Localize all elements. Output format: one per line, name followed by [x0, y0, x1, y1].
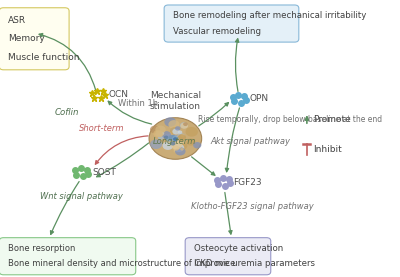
Circle shape	[174, 144, 184, 152]
Circle shape	[162, 142, 173, 150]
Circle shape	[174, 150, 177, 153]
Circle shape	[171, 140, 182, 150]
Text: Osteocyte activation: Osteocyte activation	[194, 244, 283, 253]
Text: Muscle function: Muscle function	[8, 53, 79, 62]
Text: Klotho-FGF23 signal pathway: Klotho-FGF23 signal pathway	[191, 202, 314, 211]
Circle shape	[193, 142, 201, 148]
Circle shape	[180, 148, 184, 151]
Circle shape	[149, 118, 202, 159]
Text: Akt signal pathway: Akt signal pathway	[210, 137, 290, 146]
Circle shape	[168, 135, 176, 141]
Text: Mechanical
stimulation: Mechanical stimulation	[150, 91, 201, 111]
Circle shape	[164, 134, 172, 140]
Text: ASR: ASR	[8, 16, 26, 25]
Circle shape	[166, 138, 174, 144]
Circle shape	[162, 131, 171, 138]
Circle shape	[173, 145, 179, 151]
Text: Coflin: Coflin	[54, 108, 79, 117]
Circle shape	[173, 138, 178, 142]
Text: Vascular remodeling: Vascular remodeling	[172, 27, 260, 36]
Circle shape	[164, 135, 168, 139]
Text: Rise temporally, drop below baseline at the end: Rise temporally, drop below baseline at …	[198, 115, 382, 124]
Text: Bone resorption: Bone resorption	[8, 244, 75, 253]
Circle shape	[169, 131, 176, 136]
Text: FGF23: FGF23	[233, 178, 262, 187]
Circle shape	[150, 139, 162, 149]
Circle shape	[176, 141, 187, 150]
FancyBboxPatch shape	[164, 5, 299, 42]
Text: Bone remodeling after mechanical irritability: Bone remodeling after mechanical irritab…	[172, 11, 366, 20]
Circle shape	[179, 142, 182, 144]
Text: OPN: OPN	[249, 94, 268, 103]
Circle shape	[172, 136, 178, 141]
Circle shape	[183, 122, 188, 126]
Circle shape	[157, 132, 163, 137]
Text: Short-term: Short-term	[79, 124, 124, 133]
Circle shape	[169, 135, 180, 143]
Circle shape	[180, 122, 188, 129]
Circle shape	[161, 132, 164, 135]
Circle shape	[168, 136, 174, 141]
FancyBboxPatch shape	[0, 8, 69, 70]
Circle shape	[170, 127, 180, 135]
Circle shape	[155, 125, 166, 134]
Text: Inhibit: Inhibit	[313, 145, 342, 154]
Circle shape	[173, 137, 178, 141]
Circle shape	[186, 138, 196, 146]
Circle shape	[150, 125, 160, 134]
Circle shape	[174, 136, 186, 144]
Text: Long-term: Long-term	[152, 137, 196, 146]
Circle shape	[155, 130, 164, 137]
Circle shape	[168, 135, 176, 141]
Circle shape	[178, 134, 186, 140]
Circle shape	[168, 120, 180, 129]
Text: Wnt signal pathway: Wnt signal pathway	[40, 192, 123, 201]
Circle shape	[174, 137, 178, 140]
Text: OCN: OCN	[108, 90, 128, 99]
Text: Memory: Memory	[8, 34, 44, 43]
Circle shape	[177, 133, 185, 139]
Circle shape	[171, 135, 176, 139]
Circle shape	[153, 130, 162, 137]
Circle shape	[158, 135, 164, 140]
Text: Promote: Promote	[313, 115, 351, 124]
Circle shape	[170, 141, 176, 145]
Text: Bone mineral density and microstructure of CKD mice: Bone mineral density and microstructure …	[8, 259, 235, 268]
FancyBboxPatch shape	[0, 238, 136, 275]
Circle shape	[174, 136, 182, 143]
Circle shape	[175, 126, 180, 130]
Circle shape	[164, 117, 176, 127]
Text: SOST: SOST	[92, 168, 116, 177]
Circle shape	[171, 128, 176, 133]
Text: Improve uremia parameters: Improve uremia parameters	[194, 259, 315, 268]
FancyBboxPatch shape	[185, 238, 271, 275]
Circle shape	[186, 127, 198, 137]
Circle shape	[166, 137, 175, 143]
Circle shape	[166, 137, 172, 142]
Circle shape	[180, 123, 188, 129]
Circle shape	[178, 135, 186, 141]
Text: Within 1h: Within 1h	[118, 99, 158, 108]
Circle shape	[178, 130, 182, 134]
Circle shape	[175, 147, 186, 155]
Circle shape	[181, 134, 184, 137]
Circle shape	[172, 129, 180, 135]
